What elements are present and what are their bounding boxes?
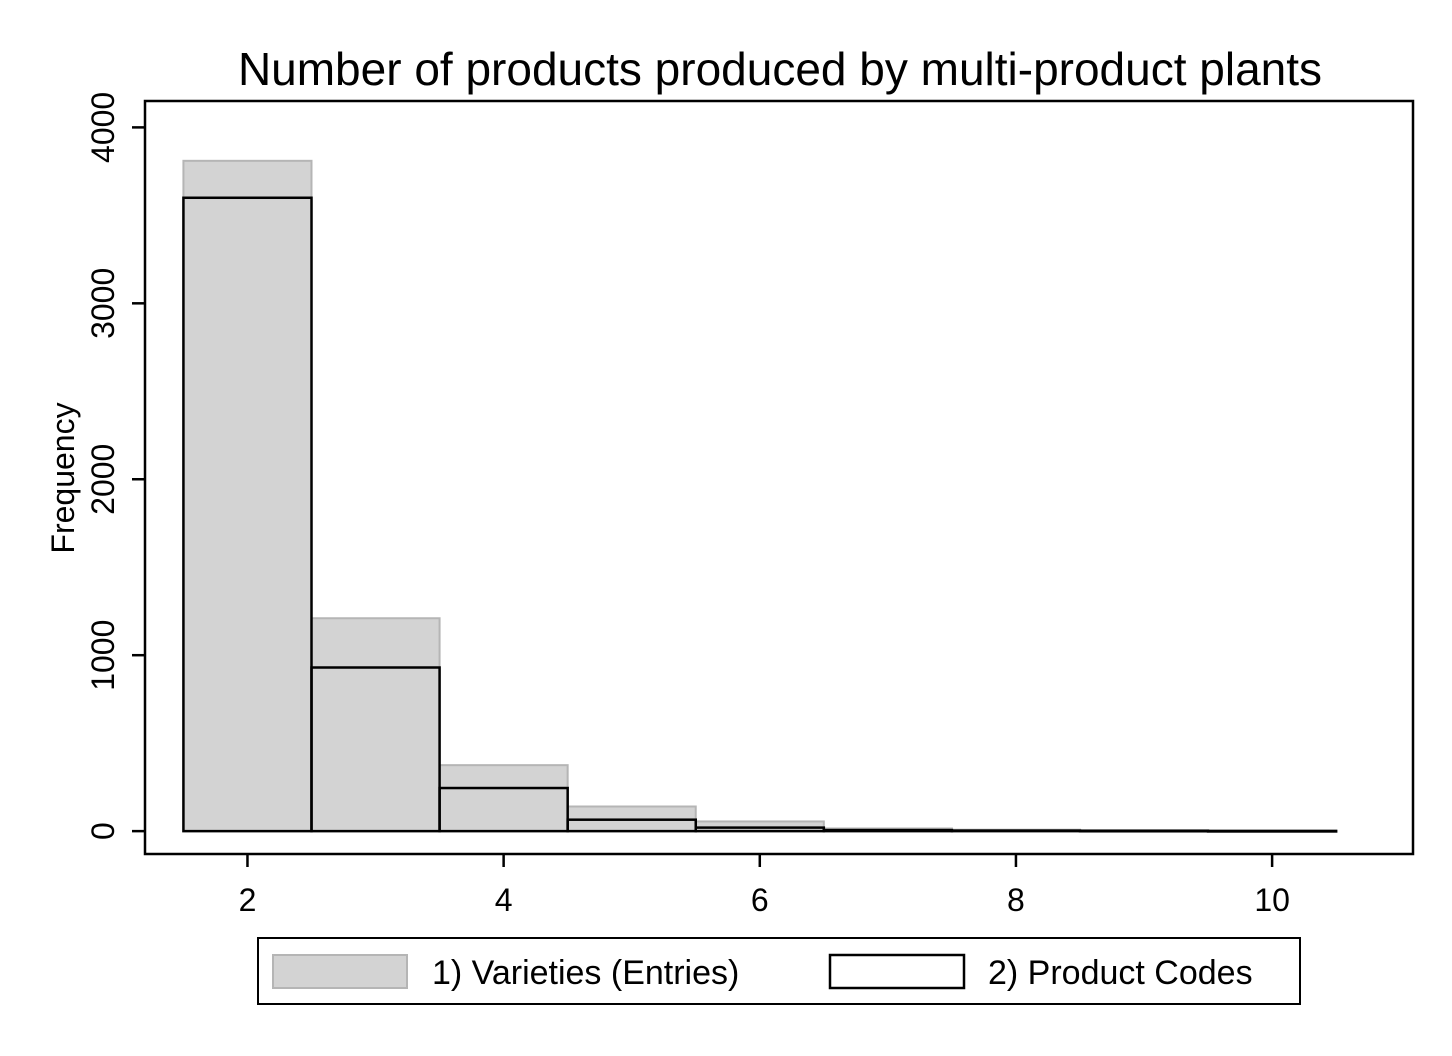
bar-varieties-3: [310, 617, 441, 833]
y-tick-label-4000: 4000: [85, 92, 121, 163]
y-axis-label: Frequency: [45, 402, 81, 553]
legend-label-product-codes: 2) Product Codes: [988, 954, 1253, 992]
x-tick-label-4: 4: [495, 882, 513, 918]
legend-frame: [257, 937, 1301, 1005]
bar-varieties-6: [694, 820, 825, 833]
y-tick-label-0: 0: [85, 822, 121, 840]
y-tick-label-3000: 3000: [85, 268, 121, 339]
bar-product-codes-10: [1206, 829, 1338, 833]
bar-varieties-4: [438, 764, 569, 833]
bar-product-codes-9: [1078, 829, 1210, 833]
legend-label-varieties: 1) Varieties (Entries): [432, 954, 739, 992]
bar-product-codes-5: [566, 818, 697, 833]
bar-product-codes-3: [310, 666, 441, 833]
legend-swatch-product-codes: [828, 953, 966, 990]
bar-product-codes-7: [822, 828, 954, 833]
x-tick-label-6: 6: [751, 882, 769, 918]
bar-product-codes-8: [950, 829, 1082, 833]
x-tick-label-2: 2: [239, 882, 257, 918]
bar-product-codes-4: [438, 786, 569, 833]
bars-layer: [182, 159, 1338, 833]
x-tick-label-8: 8: [1007, 882, 1025, 918]
plot-frame: [143, 99, 1415, 856]
legend: 1) Varieties (Entries) 2) Product Codes: [257, 937, 1301, 1005]
bar-varieties-2: [182, 159, 313, 833]
y-tick-label-1000: 1000: [85, 620, 121, 691]
y-tick-label-2000: 2000: [85, 444, 121, 515]
x-tick-label-10: 10: [1254, 882, 1290, 918]
bar-product-codes-2: [182, 196, 313, 833]
x-axis: 2 4 6 8 10: [239, 854, 1290, 918]
legend-swatch-varieties: [272, 954, 408, 989]
chart-title: Number of products produced by multi-pro…: [238, 43, 1322, 95]
y-axis: 0 1000 2000 3000 4000: [85, 92, 145, 840]
